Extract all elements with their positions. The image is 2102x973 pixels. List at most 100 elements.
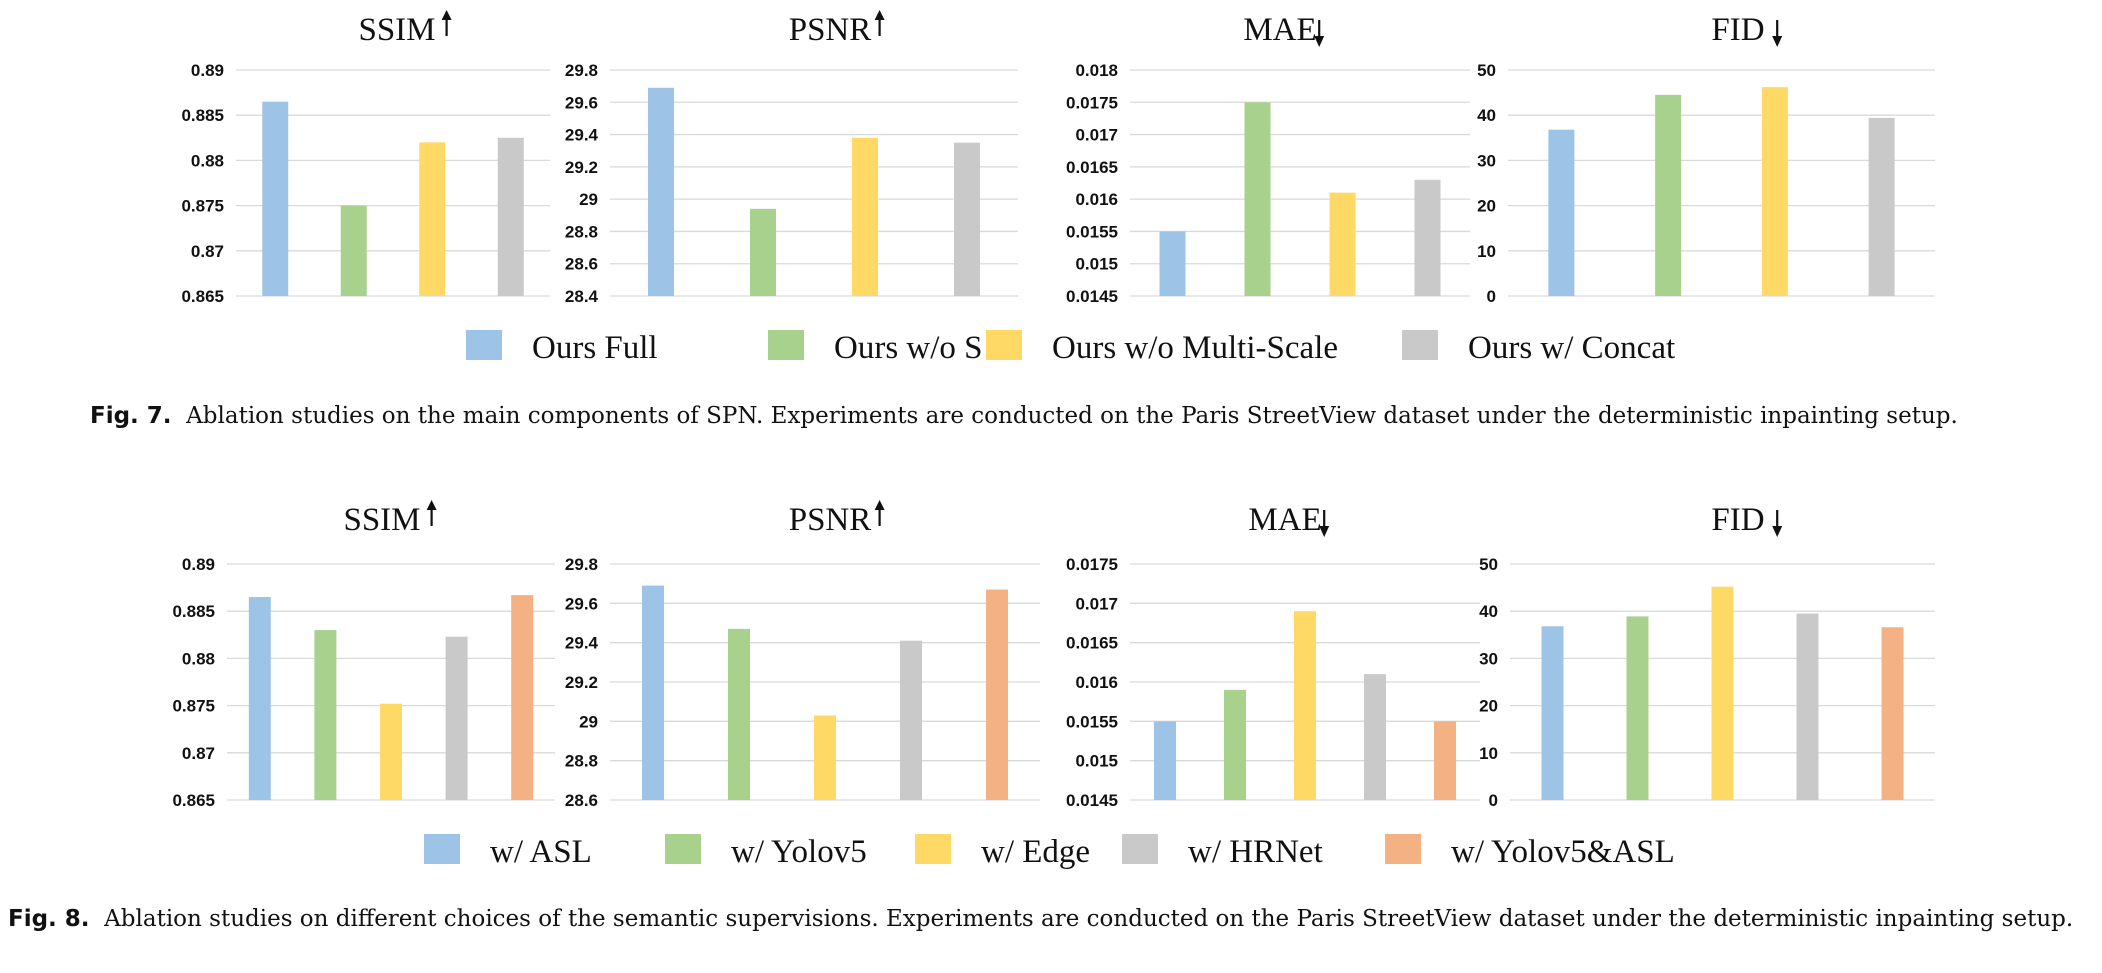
fig7-fid-y-tick-label: 40: [1477, 106, 1496, 125]
fig8-fid-y-tick-label: 0: [1489, 791, 1498, 810]
legend-label-w-hrnet: w/ HRNet: [1188, 834, 1323, 870]
fig8-ssim-bar: [314, 630, 337, 800]
legend-label-w-yolov5: w/ Yolov5: [731, 834, 867, 870]
fig8-mae-bar: [1434, 721, 1456, 800]
down-arrow-icon-head: [1772, 526, 1783, 537]
fig8-fid-bar: [1796, 613, 1819, 800]
fig7-ssim-chart: 0.865 0.87 0.875 0.88 0.885 0.89 SSIM: [181, 10, 550, 306]
fig7-mae-bar: [1329, 192, 1356, 296]
fig8-mae-title: MAE: [1248, 502, 1321, 538]
down-arrow-icon-head: [1772, 36, 1783, 47]
fig8-psnr-chart: 28.6 28.8 29 29.2 29.4 29.6 29.8 PSNR: [565, 500, 1040, 810]
up-arrow-icon-head: [874, 10, 885, 20]
legend-label-w-yolov5-asl: w/ Yolov5&ASL: [1451, 834, 1675, 870]
fig8-psnr-bar: [728, 628, 750, 800]
fig8-mae-y-tick-label: 0.015: [1075, 752, 1118, 771]
fig8-legend: w/ ASL w/ Yolov5 w/ Edge w/ HRNet w/ Yolov5&…: [424, 834, 1675, 870]
legend-swatch: [768, 330, 804, 360]
fig7-ssim-title: SSIM: [358, 12, 435, 48]
figure-7-caption-text: Ablation studies on the main components …: [186, 403, 1958, 429]
fig7-mae-bar: [1414, 179, 1441, 296]
fig7-mae-y-tick-label: 0.017: [1075, 126, 1118, 145]
fig8-fid-y-tick-label: 30: [1479, 649, 1498, 668]
fig7-psnr-y-tick-label: 29.6: [565, 93, 598, 112]
fig7-mae-y-tick-label: 0.016: [1075, 190, 1118, 209]
fig7-psnr-y-tick-label: 28.4: [565, 287, 599, 306]
figure-8-caption: Fig. 8. Ablation studies on different ch…: [8, 902, 2094, 936]
fig8-mae-y-tick-label: 0.017: [1075, 594, 1118, 613]
fig8-fid-bar: [1881, 627, 1904, 800]
fig8-psnr-y-tick-label: 29.6: [565, 594, 598, 613]
fig7-fid-title: FID: [1711, 12, 1764, 48]
fig8-fid-y-tick-label: 50: [1479, 555, 1498, 574]
fig7-mae-title: MAE: [1243, 12, 1316, 48]
legend-label-ours-w-o-multi-scale: Ours w/o Multi-Scale: [1052, 330, 1338, 366]
fig7-fid-bar: [1655, 94, 1682, 296]
legend-swatch: [466, 330, 502, 360]
fig7-mae-bar: [1244, 102, 1271, 297]
fig8-ssim-y-tick-label: 0.885: [172, 602, 215, 621]
legend-label-ours-full: Ours Full: [532, 330, 658, 366]
fig7-ssim-bar: [419, 142, 446, 296]
fig8-fid-y-tick-label: 40: [1479, 602, 1498, 621]
fig7-ssim-bar: [497, 137, 524, 296]
fig7-mae-y-tick-label: 0.018: [1075, 61, 1118, 80]
legend-label-ours-w-o-s: Ours w/o S: [834, 330, 983, 366]
legend-swatch: [665, 834, 701, 864]
fig7-psnr-y-tick-label: 29.8: [565, 61, 598, 80]
fig7-psnr-title: PSNR: [789, 12, 872, 48]
fig7-mae-y-tick-label: 0.0175: [1066, 93, 1118, 112]
fig8-mae-y-tick-label: 0.016: [1075, 673, 1118, 692]
fig7-mae-y-tick-label: 0.0155: [1066, 222, 1118, 241]
fig8-ssim-bar: [380, 703, 402, 800]
fig8-mae-y-tick-label: 0.0145: [1066, 791, 1118, 810]
fig8-fid-y-tick-label: 10: [1479, 744, 1498, 763]
fig7-mae-y-tick-label: 0.0165: [1066, 158, 1118, 177]
fig7-psnr-y-tick-label: 28.8: [565, 222, 598, 241]
legend-swatch: [1385, 834, 1421, 864]
fig7-psnr-y-tick-label: 28.6: [565, 255, 598, 274]
up-arrow-icon-head: [874, 500, 885, 510]
fig7-fid-y-tick-label: 20: [1477, 197, 1496, 216]
fig7-ssim-y-tick-label: 0.875: [181, 197, 224, 216]
up-arrow-icon-head: [441, 10, 452, 20]
fig8-ssim-bar: [511, 595, 534, 800]
fig8-ssim-y-tick-label: 0.89: [182, 555, 215, 574]
fig8-fid-y-tick-label: 20: [1479, 697, 1498, 716]
fig8-fid-bar: [1541, 626, 1564, 800]
fig8-ssim-chart: 0.865 0.87 0.875 0.88 0.885 0.89 SSIM: [172, 500, 555, 810]
fig8-ssim-y-tick-label: 0.88: [182, 649, 215, 668]
fig7-psnr-y-tick-label: 29: [579, 190, 598, 209]
fig7-fid-y-tick-label: 30: [1477, 151, 1496, 170]
fig7-fid-y-tick-label: 50: [1477, 61, 1496, 80]
legend-swatch: [1402, 330, 1438, 360]
up-arrow-icon-head: [426, 500, 437, 510]
fig8-mae-y-tick-label: 0.0175: [1066, 555, 1118, 574]
fig8-psnr-bar: [986, 589, 1008, 800]
fig8-mae-bar: [1294, 611, 1316, 800]
fig7-psnr-y-tick-label: 29.2: [565, 158, 598, 177]
fig7-fid-y-tick-label: 10: [1477, 242, 1496, 261]
fig7-ssim-y-tick-label: 0.865: [181, 287, 224, 306]
fig7-ssim-y-tick-label: 0.88: [191, 151, 224, 170]
fig8-psnr-y-tick-label: 29.2: [565, 673, 598, 692]
fig7-psnr-bar: [954, 142, 980, 296]
legend-swatch: [424, 834, 460, 864]
legend-label-w-edge: w/ Edge: [981, 834, 1090, 870]
legend-label-w-asl: w/ ASL: [490, 834, 592, 870]
fig8-ssim-bar: [248, 597, 271, 800]
fig8-psnr-y-tick-label: 28.8: [565, 752, 598, 771]
fig8-mae-chart: 0.0145 0.015 0.0155 0.016 0.0165 0.017 0.0175 M…: [1066, 502, 1480, 810]
legend-label-ours-w-concat: Ours w/ Concat: [1468, 330, 1675, 366]
figure-8-caption-label: Fig. 8.: [8, 906, 90, 932]
fig7-psnr-y-tick-label: 29.4: [565, 126, 599, 145]
legend-swatch: [915, 834, 951, 864]
fig8-psnr-y-tick-label: 29.8: [565, 555, 598, 574]
legend-swatch: [1122, 834, 1158, 864]
fig8-mae-y-tick-label: 0.0165: [1066, 634, 1118, 653]
down-arrow-icon-head: [1314, 36, 1325, 47]
fig8-ssim-y-tick-label: 0.875: [172, 697, 215, 716]
fig8-psnr-y-tick-label: 29: [579, 712, 598, 731]
fig7-psnr-bar: [648, 87, 674, 296]
fig7-mae-chart: 0.0145 0.015 0.0155 0.016 0.0165 0.017 0.0175 0…: [1066, 12, 1470, 306]
